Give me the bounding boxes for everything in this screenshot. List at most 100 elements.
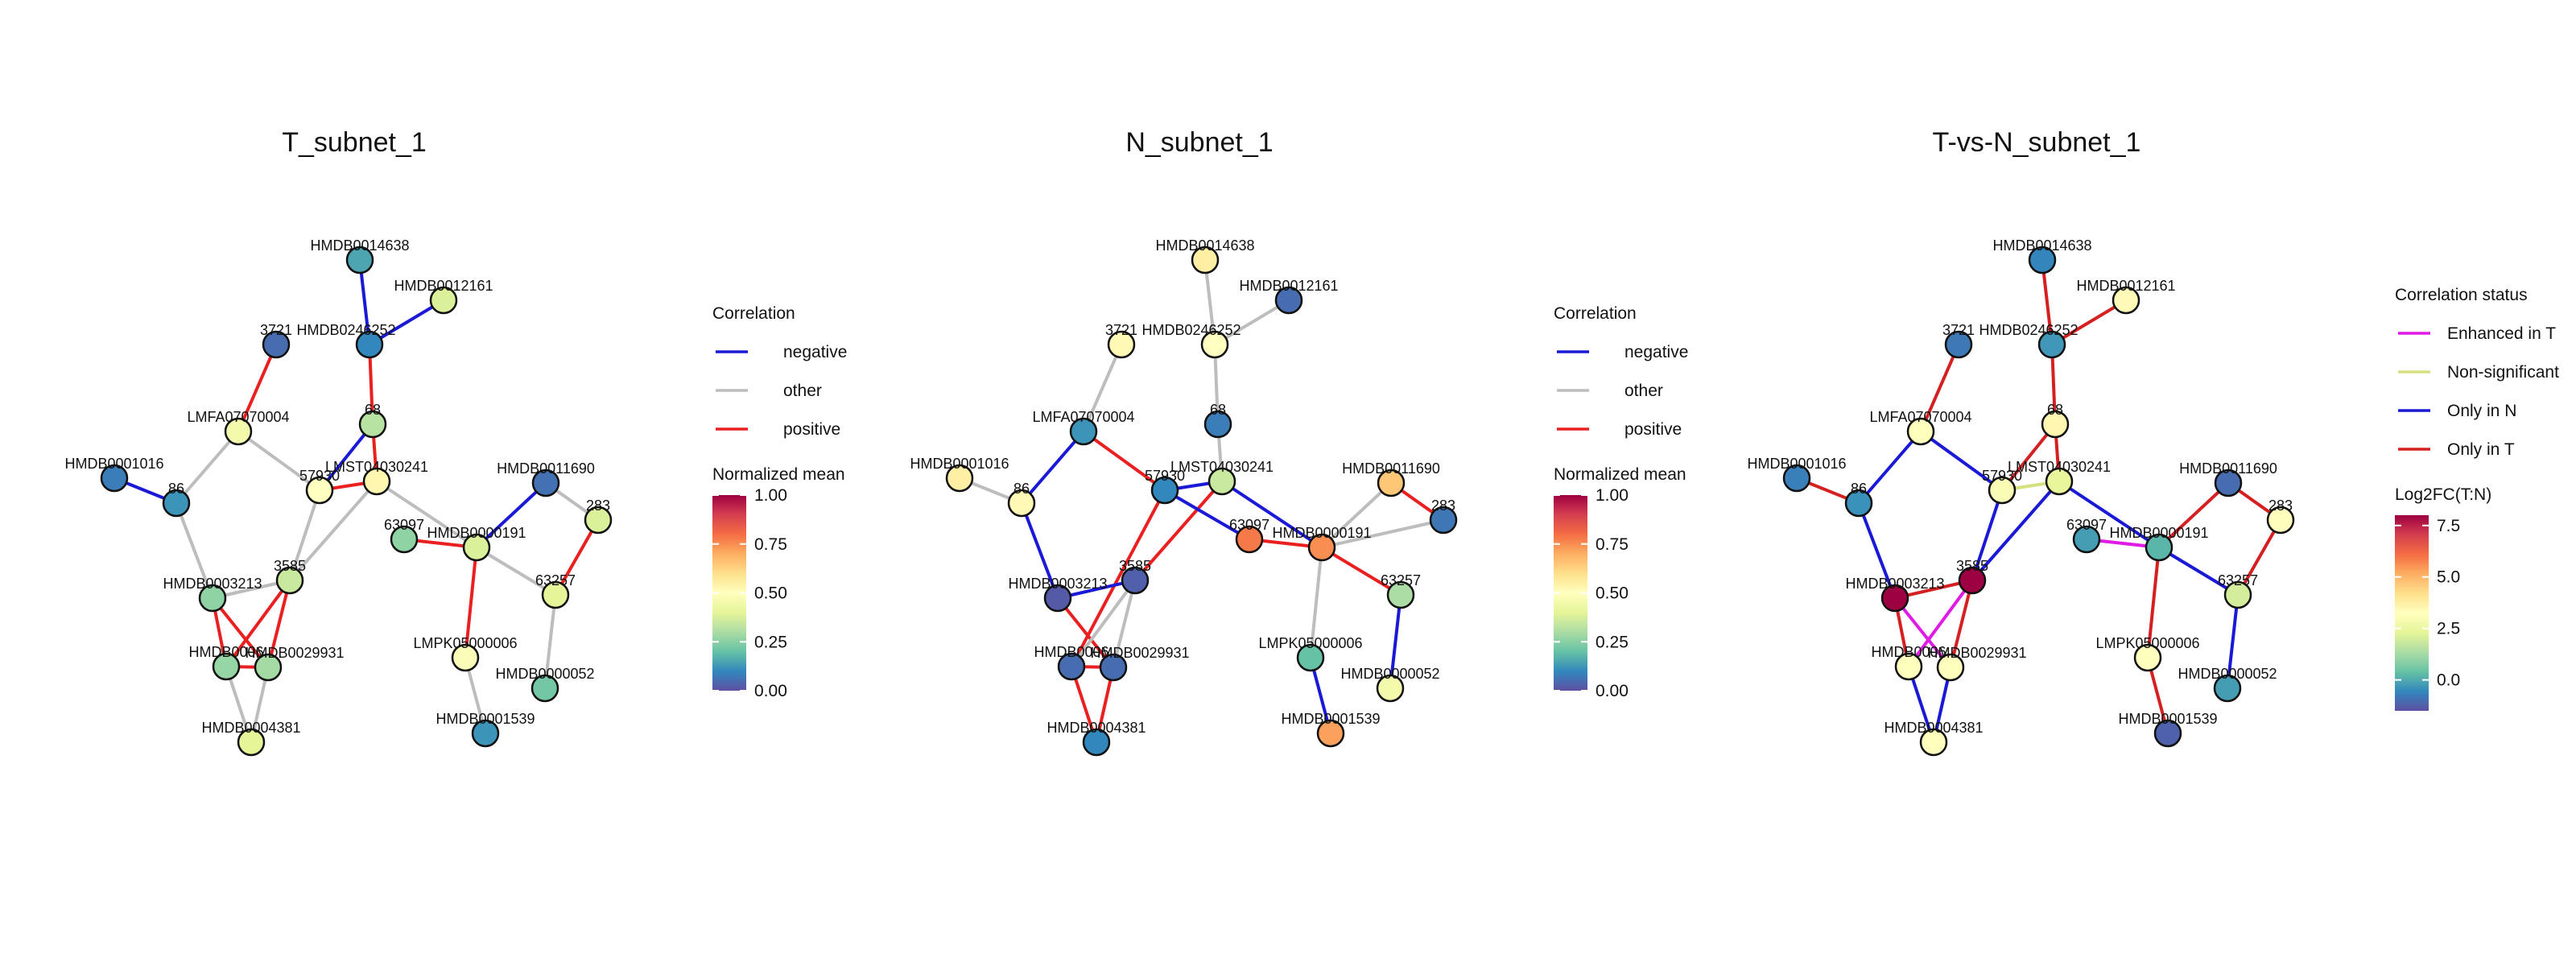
node-circle[interactable] — [1057, 652, 1086, 681]
node-circle[interactable] — [1203, 410, 1232, 439]
node-hmdb0000052[interactable]: HMDB0000052 — [1340, 666, 1440, 703]
node-hmdb0004381[interactable]: HMDB0004381 — [1884, 720, 1984, 757]
node-lmfa07070004[interactable]: LMFA07070004 — [1869, 409, 1972, 446]
node-circle[interactable] — [198, 584, 227, 613]
node-circle[interactable] — [429, 286, 458, 315]
node-circle[interactable] — [390, 525, 419, 554]
node-57930[interactable]: 57930 — [299, 468, 340, 505]
node-hmdb0000191[interactable]: HMDB0000191 — [2109, 525, 2209, 562]
node-283[interactable]: 283 — [2266, 497, 2295, 535]
node-circle[interactable] — [1150, 476, 1179, 505]
node-86[interactable]: 86 — [162, 481, 191, 518]
node-68[interactable]: 68 — [2041, 402, 2070, 439]
node-circle[interactable] — [2028, 246, 2057, 275]
node-circle[interactable] — [1894, 652, 1923, 681]
node-circle[interactable] — [2213, 674, 2242, 703]
node-63257[interactable]: 63257 — [1381, 572, 1421, 609]
node-circle[interactable] — [1316, 719, 1345, 748]
node-3585[interactable]: 3585 — [274, 558, 306, 595]
node-63097[interactable]: 63097 — [1229, 517, 1269, 554]
node-circle[interactable] — [237, 728, 266, 757]
node-circle[interactable] — [358, 410, 387, 439]
node-circle[interactable] — [1191, 246, 1220, 275]
node-hmdb0011690[interactable]: HMDB0011690 — [1342, 460, 1440, 497]
node-86[interactable]: 86 — [1007, 481, 1036, 518]
node-circle[interactable] — [1043, 584, 1072, 613]
node-lmpk05000006[interactable]: LMPK05000006 — [1258, 635, 1363, 672]
node-circle[interactable] — [1069, 417, 1098, 446]
node-circle[interactable] — [254, 653, 283, 682]
node-hmdb0001539[interactable]: HMDB0001539 — [436, 711, 535, 748]
node-circle[interactable] — [2145, 533, 2174, 562]
node-circle[interactable] — [1944, 330, 1973, 359]
node-hmdb0003213[interactable]: HMDB0003213 — [163, 576, 262, 613]
node-hmdb0000191[interactable]: HMDB0000191 — [1272, 525, 1372, 562]
node-3585[interactable]: 3585 — [1956, 558, 1988, 595]
node-hmdb0012161[interactable]: HMDB0012161 — [1239, 278, 1339, 315]
node-circle[interactable] — [1082, 728, 1111, 757]
node-hmdb0001016[interactable]: HMDB0001016 — [64, 456, 164, 493]
node-lmpk05000006[interactable]: LMPK05000006 — [413, 635, 518, 672]
node-hmdb0012161[interactable]: HMDB0012161 — [2076, 278, 2176, 315]
node-circle[interactable] — [2266, 506, 2295, 535]
node-hmdb0003213[interactable]: HMDB0003213 — [1845, 576, 1945, 613]
node-circle[interactable] — [1296, 643, 1325, 672]
node-circle[interactable] — [1376, 674, 1405, 703]
node-hmdb0006[interactable]: HMDB0006 — [1034, 644, 1109, 681]
node-63097[interactable]: 63097 — [2066, 517, 2107, 554]
node-circle[interactable] — [262, 330, 291, 359]
node-circle[interactable] — [2133, 643, 2162, 672]
node-circle[interactable] — [2214, 469, 2243, 497]
node-68[interactable]: 68 — [358, 402, 387, 439]
node-hmdb0003213[interactable]: HMDB0003213 — [1008, 576, 1108, 613]
node-circle[interactable] — [1377, 469, 1406, 497]
node-circle[interactable] — [2072, 525, 2101, 554]
node-circle[interactable] — [1958, 566, 1987, 595]
node-57930[interactable]: 57930 — [1982, 468, 2022, 505]
node-circle[interactable] — [530, 674, 559, 703]
node-3721[interactable]: 3721 — [1942, 322, 1975, 359]
node-68[interactable]: 68 — [1203, 402, 1232, 439]
node-hmdb0014638[interactable]: HMDB0014638 — [1155, 237, 1255, 275]
node-circle[interactable] — [1880, 584, 1909, 613]
node-hmdb0000052[interactable]: HMDB0000052 — [495, 666, 595, 703]
node-hmdb0246252[interactable]: HMDB0246252 — [1141, 322, 1241, 359]
node-hmdb0014638[interactable]: HMDB0014638 — [310, 237, 410, 275]
node-hmdb0029931[interactable]: HMDB0029931 — [1090, 645, 1190, 682]
node-circle[interactable] — [275, 566, 304, 595]
node-circle[interactable] — [1121, 566, 1150, 595]
node-circle[interactable] — [212, 652, 241, 681]
node-hmdb0001016[interactable]: HMDB0001016 — [910, 456, 1009, 493]
node-circle[interactable] — [451, 643, 480, 672]
node-circle[interactable] — [100, 464, 129, 493]
node-hmdb0011690[interactable]: HMDB0011690 — [2179, 460, 2277, 497]
node-hmdb0246252[interactable]: HMDB0246252 — [1979, 322, 2079, 359]
node-86[interactable]: 86 — [1844, 481, 1873, 518]
node-circle[interactable] — [2045, 467, 2074, 496]
node-circle[interactable] — [1235, 525, 1264, 554]
node-circle[interactable] — [531, 469, 560, 497]
node-circle[interactable] — [471, 719, 500, 748]
node-lmst04030241[interactable]: LMST04030241 — [1170, 459, 1274, 496]
node-circle[interactable] — [462, 533, 491, 562]
node-circle[interactable] — [945, 464, 974, 493]
node-circle[interactable] — [2041, 410, 2070, 439]
node-circle[interactable] — [1208, 467, 1236, 496]
node-hmdb0006[interactable]: HMDB0006 — [1871, 644, 1946, 681]
node-3585[interactable]: 3585 — [1119, 558, 1151, 595]
node-circle[interactable] — [1200, 330, 1229, 359]
node-hmdb0001539[interactable]: HMDB0001539 — [2118, 711, 2218, 748]
node-283[interactable]: 283 — [1429, 497, 1458, 535]
node-63257[interactable]: 63257 — [2218, 572, 2258, 609]
node-lmfa07070004[interactable]: LMFA07070004 — [1032, 409, 1135, 446]
node-63257[interactable]: 63257 — [535, 572, 576, 609]
node-3721[interactable]: 3721 — [1105, 322, 1137, 359]
node-circle[interactable] — [162, 489, 191, 518]
node-hmdb0004381[interactable]: HMDB0004381 — [1046, 720, 1146, 757]
node-hmdb0011690[interactable]: HMDB0011690 — [497, 460, 595, 497]
node-hmdb0012161[interactable]: HMDB0012161 — [394, 278, 493, 315]
node-63097[interactable]: 63097 — [384, 517, 424, 554]
node-283[interactable]: 283 — [584, 497, 613, 535]
node-circle[interactable] — [305, 476, 334, 505]
node-circle[interactable] — [1936, 653, 1965, 682]
